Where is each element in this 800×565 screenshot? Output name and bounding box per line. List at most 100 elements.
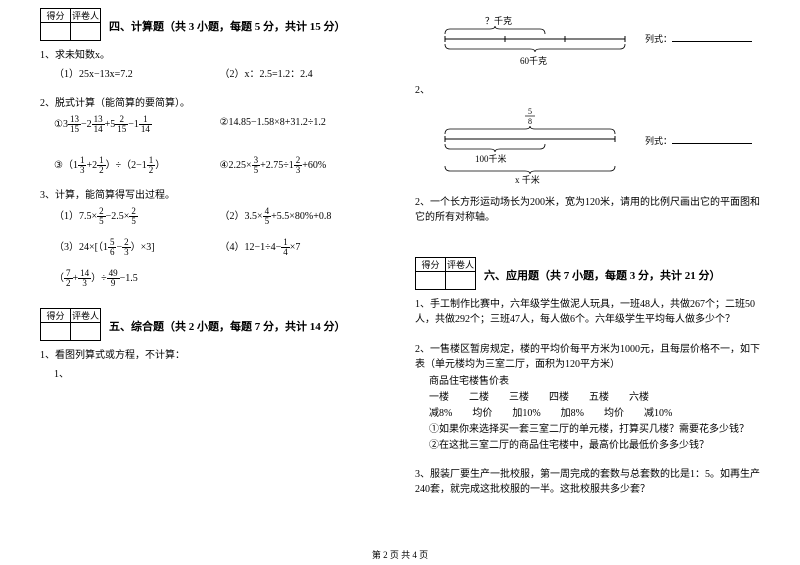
s6-q2-sub1: ①如果你来选择买一套三室二厅的单元楼，打算买几楼？需要花多少钱？ (429, 422, 760, 438)
s5-q1-sub: 1、 (54, 367, 385, 383)
d2-frac-n: 5 (528, 107, 532, 116)
frac: 25 (129, 207, 138, 226)
txt: −2 (81, 119, 92, 130)
s6-q1: 1、手工制作比赛中，六年级学生做泥人玩具，一班48人，共做267个；二班50人，… (415, 297, 760, 327)
section5-title: 五、综合题（共 2 小题，每题 7 分，共计 14 分） (109, 308, 346, 334)
d2-mid-label: 100千米 (475, 153, 507, 164)
grader-label: 评卷人 (446, 258, 476, 272)
d2-bottom-label: x 千米 (515, 174, 540, 184)
diagram-2: 5 8 100千米 x 千米 列式： (435, 106, 760, 186)
s4-q3-row2: （3）24×[（156−23）×3] （4）12−1÷4−14×7 (54, 238, 385, 257)
score-box-section4: 得分评卷人 四、计算题（共 3 小题，每题 5 分，共计 15 分） (40, 8, 385, 41)
frac: 499 (107, 269, 120, 288)
s6-q3: 3、服装厂要生产一批校服，第一周完成的套数与总套数的比是1：5。如再生产240套… (415, 467, 760, 497)
s4-q3-c: （3）24×[（156−23）×3] (54, 238, 220, 257)
txt: ④2.25× (220, 160, 252, 171)
table-row1: 一楼 二楼 三楼 四楼 五楼 六楼 (429, 390, 760, 406)
frac: 35 (252, 156, 261, 175)
s4-q3-e: （72+143）÷499−1.5 (54, 269, 385, 288)
frac: 12 (97, 156, 106, 175)
txt: （2） (220, 211, 245, 222)
d2-frac-d: 8 (528, 117, 532, 126)
score-box-section5: 得分评卷人 五、综合题（共 2 小题，每题 7 分，共计 14 分） (40, 308, 385, 341)
score-table: 得分评卷人 (40, 8, 101, 41)
s4-q3-b: （2）3.5×45+5.5×80%+0.8 (220, 207, 386, 226)
frac: 45 (263, 207, 272, 226)
r-q2: 2、一个长方形运动场长为200米，宽为120米，请用的比例尺画出它的平面图和它的… (415, 195, 760, 225)
s4-q1-a: （1）25x−13x=7.2 (54, 67, 220, 83)
grader-cell (71, 323, 101, 341)
txt: +2 (86, 160, 97, 171)
s6-q2-stem: 2、一售楼区暂房规定，楼的平均价每平方米为1000元，且每层价格不一，如下表（单… (415, 342, 760, 372)
formula-label: 列式： (645, 136, 672, 146)
txt: ×7 (290, 242, 301, 253)
frac: 215 (115, 115, 128, 134)
s4-q2-row2: ③（113+212）÷（2−112） ④2.25×35+2.75÷123+60% (54, 156, 385, 175)
txt: −1.5 (120, 273, 138, 284)
grader-label: 评卷人 (71, 309, 101, 323)
frac: 23 (122, 238, 131, 257)
bracket-svg-2: 5 8 100千米 x 千米 (435, 106, 635, 184)
txt: ①3 (54, 119, 68, 130)
frac: 23 (294, 156, 303, 175)
left-column: 得分评卷人 四、计算题（共 3 小题，每题 5 分，共计 15 分） 1、求未知… (40, 8, 385, 538)
grader-cell (71, 23, 101, 41)
s4-q1-b: （2）x：2.5=1.2：2.4 (220, 67, 386, 83)
s4-q3-a: （1）7.5×25−2.5×25 (54, 207, 220, 226)
score-label: 得分 (416, 258, 446, 272)
score-table: 得分评卷人 (40, 308, 101, 341)
txt: ） (155, 160, 165, 171)
txt: （1）7.5× (54, 211, 97, 222)
s4-q3-stem: 3、计算，能简算得写出过程。 (40, 188, 385, 203)
section6-title: 六、应用题（共 7 小题，每题 3 分，共计 21 分） (484, 257, 721, 283)
d1-formula: 列式： (645, 32, 752, 45)
d1-bottom-label: 60千克 (520, 56, 547, 66)
frac: 114 (139, 115, 152, 134)
score-table: 得分评卷人 (415, 257, 476, 290)
s4-q3-d: （4）12−1÷4−14×7 (220, 238, 386, 257)
s4-q1-stem: 1、求未知数x。 (40, 48, 385, 63)
txt: +5 (105, 119, 116, 130)
s4-q2-row1: ①31315−21314+5215−1114 ②14.85−1.58×8+31.… (54, 115, 385, 134)
frac: 1314 (92, 115, 105, 134)
txt: +5.5×80%+0.8 (271, 211, 331, 222)
diagram-1: ？千克 60千克 列式： (435, 14, 760, 74)
r-item2: 2、 (415, 83, 760, 98)
s4-q2-stem: 2、脱式计算（能简算的要简算）。 (40, 96, 385, 111)
d2-formula: 列式： (645, 134, 752, 147)
frac: 72 (64, 269, 73, 288)
s4-q3-row1: （1）7.5×25−2.5×25 （2）3.5×45+5.5×80%+0.8 (54, 207, 385, 226)
score-cell (41, 323, 71, 341)
frac: 12 (147, 156, 156, 175)
score-cell (416, 272, 446, 290)
s4-q1-row: （1）25x−13x=7.2 （2）x：2.5=1.2：2.4 (54, 67, 385, 83)
s4-q2-a: ①31315−21314+5215−1114 (54, 115, 220, 134)
score-box-section6: 得分评卷人 六、应用题（共 7 小题，每题 3 分，共计 21 分） (415, 257, 760, 290)
txt: [（ (95, 242, 103, 253)
s5-q1: 1、看图列算式或方程，不计算： (40, 348, 385, 363)
right-column: ？千克 60千克 列式： 2、 5 8 (415, 8, 760, 538)
table-row2: 减8% 均价 加10% 加8% 均价 减10% (429, 406, 760, 422)
s4-q2-b: ②14.85−1.58×8+31.2÷1.2 (220, 115, 386, 134)
txt: ）÷ (91, 273, 107, 284)
frac: 14 (281, 238, 290, 257)
score-label: 得分 (41, 309, 71, 323)
section4-title: 四、计算题（共 3 小题，每题 5 分，共计 15 分） (109, 8, 346, 34)
frac: 1315 (68, 115, 81, 134)
bracket-svg-1: ？千克 60千克 (435, 14, 635, 69)
formula-label: 列式： (645, 34, 672, 44)
s6-q2-table: 商品住宅楼售价表 一楼 二楼 三楼 四楼 五楼 六楼 减8% 均价 加10% 加… (429, 374, 760, 454)
txt: ）÷（2−1 (106, 160, 147, 171)
txt: （3） (54, 242, 79, 253)
txt: ）×3] (131, 242, 155, 253)
txt: 3.5× (245, 211, 263, 222)
s4-q2-c: ③（113+212）÷（2−112） (54, 156, 220, 175)
txt: （4）12−1÷4− (220, 242, 282, 253)
table-title: 商品住宅楼售价表 (429, 374, 760, 390)
txt: +2.75÷1 (260, 160, 294, 171)
s4-q2-d: ④2.25×35+2.75÷123+60% (220, 156, 386, 175)
grader-label: 评卷人 (71, 9, 101, 23)
txt: 24× (79, 242, 95, 253)
d1-top-label: ？千克 (485, 16, 512, 26)
grader-cell (446, 272, 476, 290)
